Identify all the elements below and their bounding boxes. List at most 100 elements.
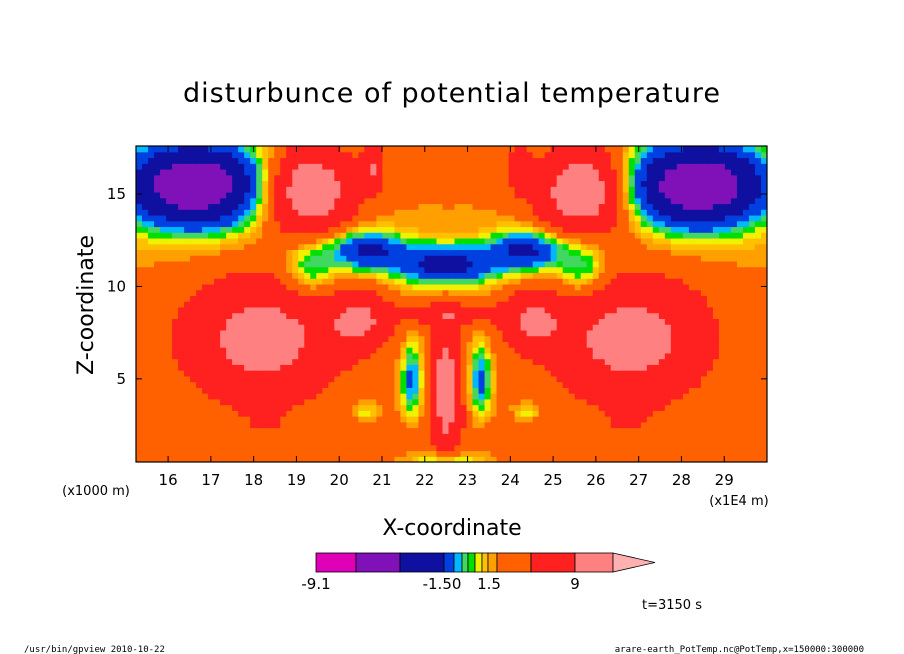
contour-cell [610,433,618,440]
contour-cell [670,312,678,319]
contour-cell [196,312,203,319]
contour-cell [586,255,594,262]
contour-cell [628,289,636,296]
contour-cell [604,444,612,452]
contour-cell [562,255,570,262]
contour-cell [280,347,287,354]
contour-cell [430,335,438,342]
contour-cell [394,341,402,348]
contour-cell [670,421,678,429]
contour-cell [196,306,203,314]
contour-cell [502,283,510,291]
contour-cell [682,197,690,205]
contour-cell [412,312,420,319]
contour-cell [736,427,744,434]
contour-cell [334,191,341,199]
contour-cell [640,375,648,383]
contour-cell [760,393,767,400]
contour-cell [592,404,600,411]
contour-cell [478,393,486,400]
contour-cell [226,289,233,296]
contour-cell [166,266,173,273]
contour-cell [310,289,317,296]
contour-cell [628,220,636,228]
contour-cell [358,220,365,228]
contour-cell [334,416,341,423]
contour-cell [442,364,450,371]
contour-cell [256,416,263,423]
contour-cell [592,364,600,371]
contour-cell [256,341,263,348]
contour-cell [700,387,708,394]
contour-cell [706,318,714,325]
contour-cell [616,358,624,365]
contour-cell [238,278,245,285]
contour-cell [340,410,347,417]
contour-cell [622,450,630,457]
contour-cell [550,301,558,308]
contour-cell [376,312,383,319]
contour-cell [514,289,522,296]
contour-cell [238,272,245,279]
contour-cell [460,312,468,319]
contour-cell [142,243,149,251]
contour-cell [298,295,305,302]
contour-cell [406,375,414,383]
contour-cell [382,283,389,291]
contour-cell [226,278,233,285]
contour-cell [754,329,762,337]
contour-cell [220,306,227,314]
contour-cell [574,214,582,222]
contour-cell [340,364,347,371]
contour-cell [700,318,708,325]
contour-cell [172,364,179,371]
contour-cell [268,410,275,417]
contour-cell [760,370,767,377]
contour-cell [418,410,426,417]
contour-cell [664,260,672,268]
contour-cell [472,387,480,394]
contour-cell [724,347,732,354]
contour-cell [220,312,227,319]
contour-cell [628,214,636,222]
contour-cell [652,324,660,331]
contour-cell [478,289,486,296]
contour-cell [718,347,726,354]
contour-cell [370,243,377,251]
contour-cell [376,329,383,337]
contour-cell [424,272,432,279]
contour-cell [178,226,185,233]
contour-cell [580,456,588,462]
contour-cell [640,318,648,325]
contour-cell [466,335,474,342]
contour-cell [430,243,438,251]
contour-cell [562,237,570,245]
contour-cell [598,427,606,434]
contour-cell [592,324,600,331]
contour-cell [580,289,588,296]
contour-cell [640,393,648,400]
contour-cell [226,329,233,337]
contour-cell [436,243,444,251]
contour-cell [358,249,365,256]
contour-cell [688,381,696,388]
contour-cell [298,186,305,193]
contour-cell [208,404,215,411]
contour-cell [214,186,221,193]
contour-cell [724,416,732,423]
contour-cell [538,335,546,342]
contour-cell [676,387,684,394]
contour-cell [520,243,528,251]
contour-cell [562,444,570,452]
contour-cell [538,387,546,394]
contour-cell [586,312,594,319]
contour-cell [616,312,624,319]
contour-cell [310,295,317,302]
contour-cell [424,306,432,314]
contour-cell [634,387,642,394]
contour-cell [724,341,732,348]
contour-cell [166,249,173,256]
contour-cell [556,450,564,457]
contour-cell [574,370,582,377]
contour-cell [652,335,660,342]
